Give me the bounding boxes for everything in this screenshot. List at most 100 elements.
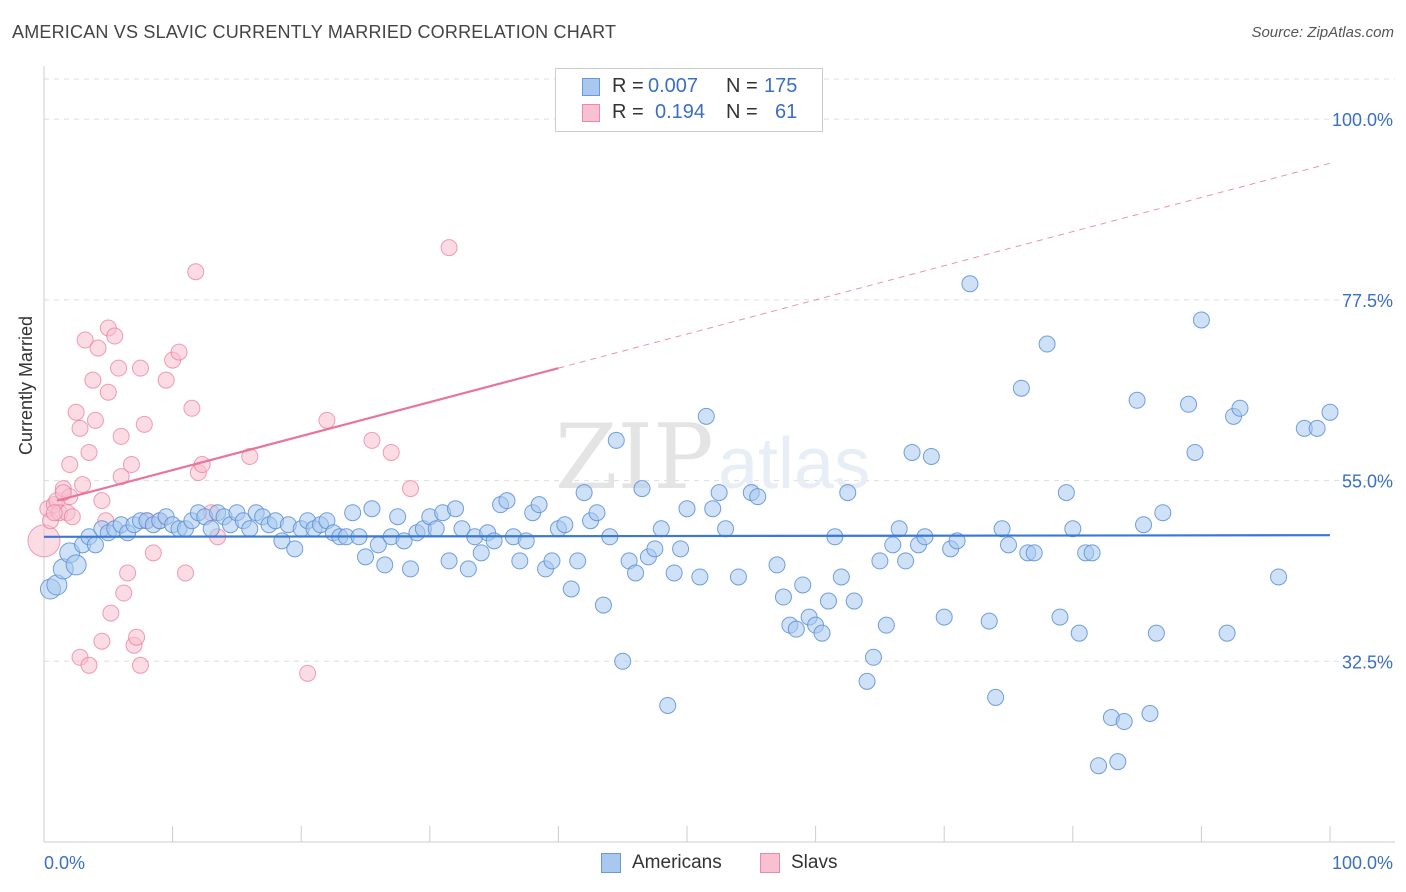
slavs-point xyxy=(63,508,81,526)
slavs-point xyxy=(106,327,124,345)
americans-point xyxy=(530,496,548,514)
slavs-point xyxy=(110,359,128,377)
slavs-point xyxy=(84,371,102,389)
x-tick-label-max: 100.0% xyxy=(1332,853,1393,873)
slavs-trendline xyxy=(558,162,1331,369)
chart-title: AMERICAN VS SLAVIC CURRENTLY MARRIED COR… xyxy=(12,22,617,42)
americans-point xyxy=(1083,544,1101,562)
americans-point xyxy=(704,500,722,518)
slavs-point xyxy=(74,476,92,494)
americans-point xyxy=(1321,403,1339,421)
americans-point xyxy=(1012,379,1030,397)
americans-point xyxy=(1070,624,1088,642)
americans-point xyxy=(652,520,670,538)
gridlines xyxy=(44,78,1395,662)
americans-point xyxy=(1218,624,1236,642)
americans-point xyxy=(633,480,651,498)
americans-point xyxy=(575,484,593,502)
americans-point xyxy=(86,536,104,554)
slavs-point xyxy=(131,359,149,377)
slavs-point xyxy=(80,443,98,461)
americans-swatch xyxy=(582,78,600,96)
slavs-point xyxy=(89,339,107,357)
slavs-point xyxy=(71,419,89,437)
americans-point xyxy=(871,552,889,570)
slavs-point xyxy=(76,331,94,349)
americans-point xyxy=(588,504,606,522)
slavs-point xyxy=(131,656,149,674)
americans-point xyxy=(202,520,220,538)
americans-point xyxy=(614,652,632,670)
slavs-point xyxy=(128,628,146,646)
americans-point xyxy=(1270,568,1288,586)
y-tick-label: 77.5% xyxy=(1342,291,1393,311)
slavs-point xyxy=(183,399,201,417)
americans-point xyxy=(447,500,465,518)
americans-point xyxy=(627,564,645,582)
axes xyxy=(43,66,1395,843)
slavs-point xyxy=(102,604,120,622)
legend-n-label: N = xyxy=(726,75,758,97)
americans-point xyxy=(440,552,458,570)
americans-point xyxy=(845,592,863,610)
legend-n-label: N = xyxy=(726,101,758,123)
americans-point xyxy=(594,596,612,614)
americans-point xyxy=(890,520,908,538)
slavs-point xyxy=(402,480,420,498)
slavs-point xyxy=(363,431,381,449)
americans-trendline xyxy=(43,534,1331,538)
americans-point xyxy=(562,580,580,598)
americans-point xyxy=(363,500,381,518)
slavs-label: Slavs xyxy=(791,852,838,873)
americans-point xyxy=(813,624,831,642)
americans-point xyxy=(858,672,876,690)
americans-point xyxy=(672,540,690,558)
americans-label: Americans xyxy=(632,852,722,873)
americans-point xyxy=(1141,704,1159,722)
americans-point xyxy=(427,520,445,538)
americans-point xyxy=(472,544,490,562)
slavs-point xyxy=(157,371,175,389)
americans-point xyxy=(646,540,664,558)
americans-point xyxy=(819,592,837,610)
americans-point xyxy=(543,552,561,570)
americans-point xyxy=(65,554,87,576)
slavs-point xyxy=(135,415,153,433)
slavs-trendline xyxy=(56,367,559,502)
americans-point xyxy=(832,568,850,586)
americans-point xyxy=(864,648,882,666)
americans-point xyxy=(498,492,516,510)
slavs-point xyxy=(61,456,79,474)
americans-point xyxy=(768,556,786,574)
americans-point xyxy=(1051,608,1069,626)
y-tick-label: 100.0% xyxy=(1332,110,1393,130)
americans-point xyxy=(1154,504,1172,522)
americans-point xyxy=(922,447,940,465)
americans-point xyxy=(787,620,805,638)
americans-point xyxy=(729,568,747,586)
americans-point xyxy=(1090,757,1108,775)
legend-n-value: 61 xyxy=(775,101,798,123)
legend-r-value: 0.194 xyxy=(655,101,706,123)
americans-point xyxy=(948,532,966,550)
slavs-point xyxy=(187,263,205,281)
americans-point xyxy=(286,540,304,558)
legend-r-label: R = xyxy=(612,75,644,97)
americans-point xyxy=(1109,753,1127,771)
slavs-point xyxy=(86,411,104,429)
americans-point xyxy=(1135,516,1153,534)
slavs-swatch xyxy=(582,104,600,122)
americans-point xyxy=(459,560,477,578)
americans-point xyxy=(357,548,374,566)
slavs-point xyxy=(170,343,188,361)
americans-point xyxy=(877,616,895,634)
americans-point xyxy=(376,556,394,574)
americans-point xyxy=(665,564,683,582)
americans-point xyxy=(993,520,1011,538)
americans-point xyxy=(697,407,715,425)
americans-point xyxy=(569,552,587,570)
slavs-point xyxy=(122,456,140,474)
stats-legend: R = 0.007 N = 175 R = 0.194 N = 61 xyxy=(555,68,823,132)
americans-points xyxy=(39,275,1339,775)
